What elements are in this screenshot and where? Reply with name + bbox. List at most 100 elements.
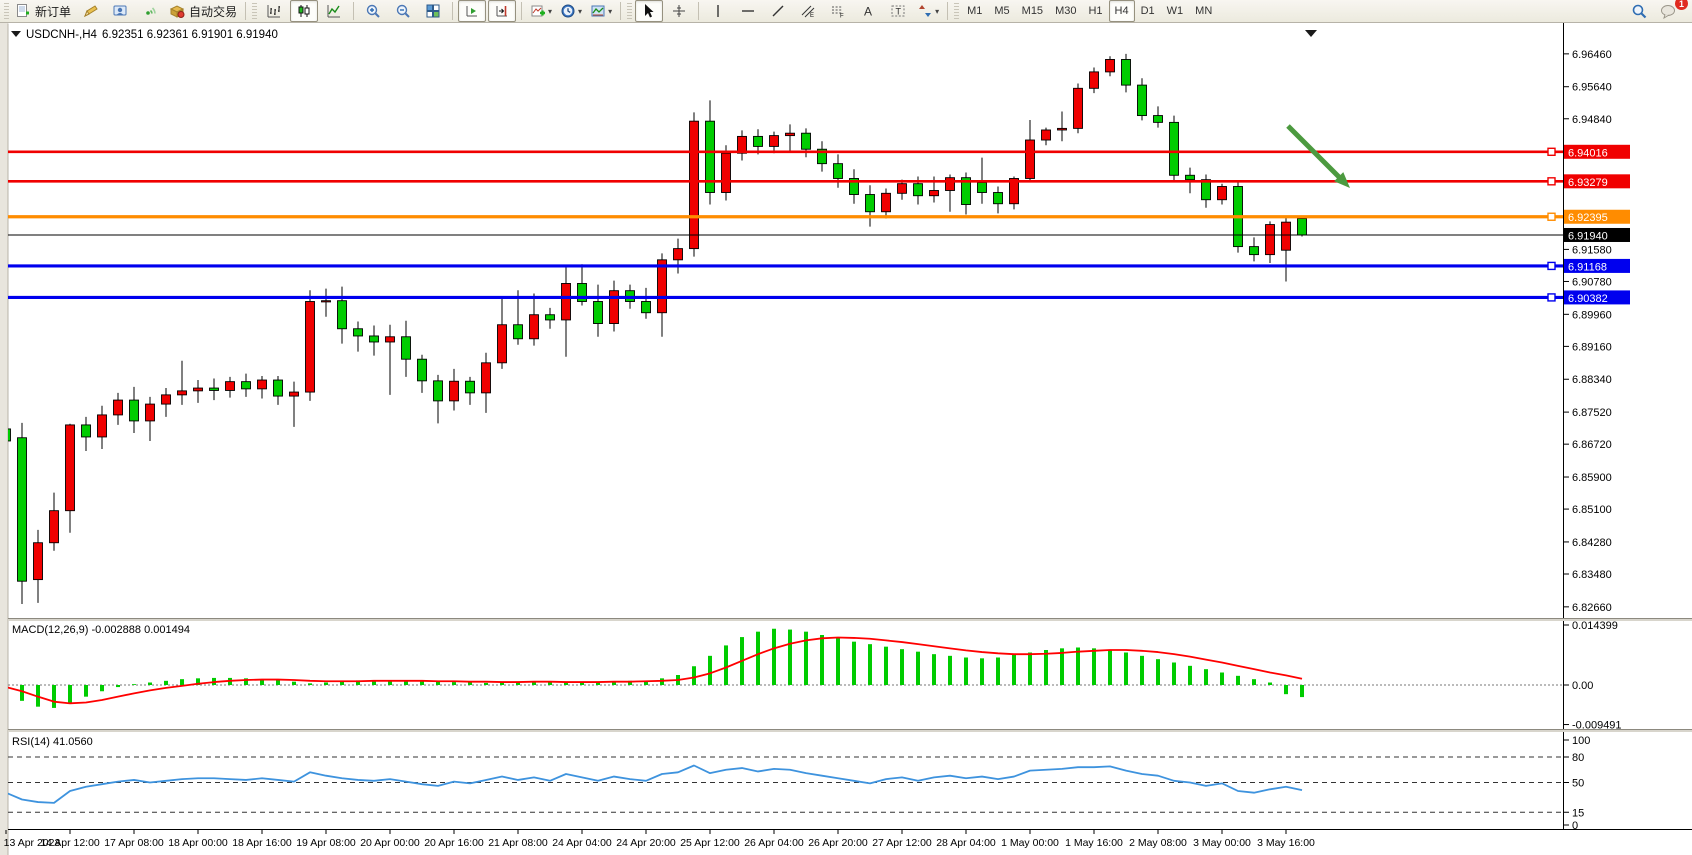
timeframe-m1[interactable]: M1	[967, 5, 983, 17]
macd-histogram-bar	[468, 682, 472, 685]
toolbar-separator	[452, 2, 454, 20]
toolbar-grip[interactable]	[4, 3, 9, 19]
crosshair-button[interactable]	[665, 0, 693, 22]
macd-histogram-bar	[772, 628, 776, 685]
time-tick-label: 19 Apr 08:00	[296, 837, 356, 849]
pane-splitter[interactable]	[8, 729, 1692, 732]
zoom-out-button[interactable]	[389, 0, 417, 22]
macd-histogram-bar	[1172, 662, 1176, 685]
tile-windows-icon	[426, 4, 440, 18]
macd-histogram-bar	[100, 685, 104, 692]
timeframe-w1[interactable]: W1	[1166, 5, 1184, 17]
signals-button[interactable]	[136, 0, 164, 22]
timeframe-d1[interactable]: D1	[1140, 5, 1155, 17]
candlestick-chart-icon	[298, 5, 310, 17]
time-tick-label: 26 Apr 20:00	[808, 837, 868, 849]
price-tick-label: 6.91580	[1572, 244, 1612, 256]
timeframe-mn[interactable]: MN	[1195, 5, 1213, 17]
macd-histogram-bar	[1028, 652, 1032, 685]
timeframe-m15[interactable]: M15	[1021, 5, 1044, 17]
periods-button[interactable]: ▾	[557, 0, 585, 22]
annotation-arrow[interactable]	[1286, 124, 1350, 188]
tile-windows-button[interactable]	[419, 0, 447, 22]
rsi-axis-label: 80	[1572, 752, 1584, 764]
macd-histogram-bar	[820, 634, 824, 685]
templates-button[interactable]: ▾	[587, 0, 615, 22]
equidistant-channel-icon: E	[801, 5, 815, 19]
zoom-in-button[interactable]	[359, 0, 387, 22]
svg-text:F: F	[840, 14, 844, 20]
candle	[689, 120, 699, 250]
main-price-pane[interactable]	[2, 53, 1564, 605]
level-end-marker[interactable]	[1547, 147, 1556, 156]
time-tick-label: 3 May 16:00	[1257, 837, 1315, 849]
candle	[1025, 139, 1035, 179]
text-label-button[interactable]: T	[884, 0, 912, 22]
fibonacci-button[interactable]: F	[824, 0, 852, 22]
macd-axis-label: -0.009491	[1572, 720, 1622, 732]
candle	[385, 336, 395, 343]
arrows-button[interactable]: ▾	[914, 0, 942, 22]
community-button[interactable]	[106, 0, 134, 22]
macd-histogram-bar	[644, 680, 648, 685]
candle	[17, 437, 27, 582]
macd-histogram-bar	[756, 631, 760, 685]
pane-splitter[interactable]	[8, 618, 1692, 621]
autotrading-button[interactable]: 自动交易	[166, 0, 240, 22]
window-left-edge	[0, 23, 8, 855]
level-axis-label-text: 6.93279	[1568, 177, 1608, 189]
line-chart-icon	[327, 5, 341, 18]
indicators-button[interactable]: ▾	[527, 0, 555, 22]
time-tick-label: 26 Apr 04:00	[744, 837, 804, 849]
candle	[433, 380, 443, 402]
vertical-line-button[interactable]	[704, 0, 732, 22]
price-tick-label: 6.85900	[1572, 472, 1612, 484]
macd-histogram-bar	[836, 638, 840, 685]
toolbar-grip[interactable]	[627, 3, 633, 19]
timeframe-m30[interactable]: M30	[1055, 5, 1077, 17]
auto-scroll-button[interactable]	[458, 0, 487, 22]
candle	[1137, 84, 1147, 117]
toolbar-grip[interactable]	[252, 3, 258, 19]
level-end-marker[interactable]	[1547, 293, 1556, 302]
level-end-marker[interactable]	[1547, 261, 1556, 271]
chat-button[interactable]: 1	[1655, 0, 1688, 22]
equidistant-channel-button[interactable]: E	[794, 0, 822, 22]
search-button[interactable]	[1625, 0, 1653, 22]
crayon-button[interactable]	[76, 0, 104, 22]
trendline-button[interactable]	[764, 0, 792, 22]
candle	[577, 283, 587, 302]
macd-histogram-bar	[996, 657, 1000, 685]
rsi-pane[interactable]	[6, 756, 1563, 813]
timeframe-h1[interactable]: H1	[1088, 5, 1103, 17]
text-button[interactable]: A	[854, 0, 882, 22]
macd-histogram-bar	[1140, 655, 1144, 685]
timeframe-m5[interactable]: M5	[994, 5, 1010, 17]
toolbar-grip[interactable]	[954, 3, 960, 19]
new-order-button[interactable]: 新订单	[12, 0, 74, 22]
current-price-axis-label	[1564, 227, 1630, 242]
line-chart-button[interactable]	[320, 0, 348, 22]
symbol-dropdown-icon[interactable]	[11, 31, 21, 37]
crayon-icon	[84, 5, 98, 18]
macd-pane[interactable]	[4, 628, 1563, 708]
macd-axis-label: 0.00	[1572, 680, 1593, 692]
candle	[849, 178, 859, 195]
timeframe-h4[interactable]: H4	[1108, 0, 1135, 22]
bar-chart-icon	[267, 5, 281, 18]
price-tick-label: 6.84280	[1572, 537, 1612, 549]
level-end-marker[interactable]	[1547, 177, 1556, 186]
candle	[33, 542, 43, 581]
chart-shift-marker[interactable]	[1305, 30, 1317, 37]
horizontal-line-button[interactable]	[734, 0, 762, 22]
macd-histogram-bar	[1156, 659, 1160, 685]
price-axis[interactable]: 6.96460 6.95640 6.94840 6.91580 6.90780 6.899…	[1563, 49, 1630, 614]
level-end-marker[interactable]	[1547, 212, 1556, 221]
macd-signal-line	[8, 636, 1303, 705]
cursor-button[interactable]	[635, 0, 664, 22]
bar-chart-button[interactable]	[260, 0, 288, 22]
chart-shift-button[interactable]	[488, 0, 517, 22]
candlestick-chart-button[interactable]	[290, 0, 319, 22]
